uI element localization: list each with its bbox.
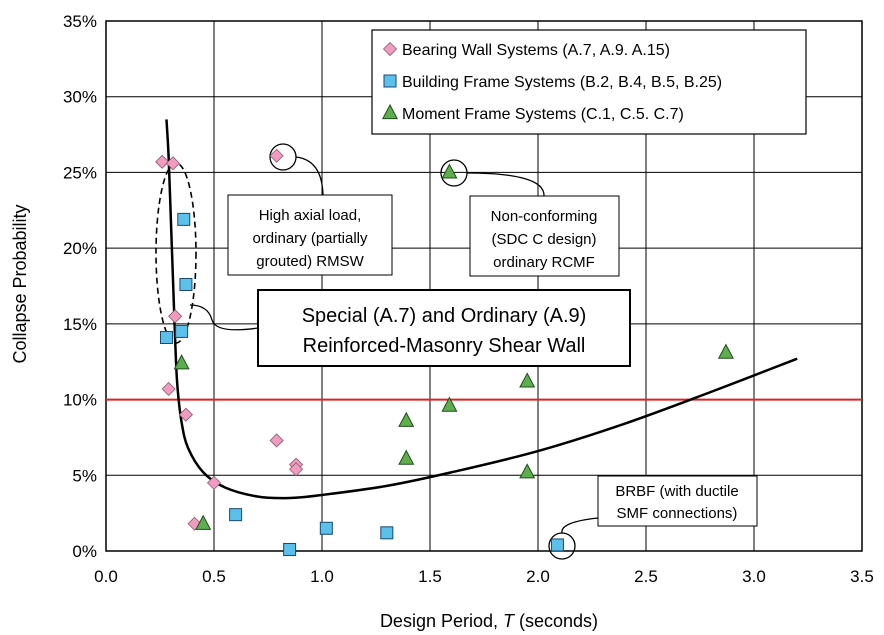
diamond-point: [168, 309, 183, 324]
x-axis-title: Design Period, T (seconds): [380, 611, 598, 631]
legend-label: Building Frame Systems (B.2, B.4, B.5, B…: [402, 74, 722, 91]
fitted-collapse-curve: [165, 119, 798, 500]
square-point: [177, 212, 191, 226]
annotation-box-nonconforming: [469, 195, 620, 277]
y-tick-label: 30%: [63, 88, 97, 107]
annotation-high-axial-line2: ordinary (partially: [252, 230, 368, 247]
axis-ticks: 0.0 0.5 1.0 1.5 2.0 2.5 3.0 3.5 0% 5% 10% 15% 20% 25%…: [63, 12, 874, 586]
y-tick-label: 10%: [63, 391, 97, 410]
annotation-brbf-line2: SMF connections): [617, 505, 738, 522]
legend: Bearing Wall Systems (A.7, A.9. A.15) Bui…: [381, 41, 722, 123]
leader-line-brbf: [561, 517, 599, 534]
x-tick-label: 0.0: [94, 567, 118, 586]
x-tick-label: 3.0: [742, 567, 766, 586]
triangle-point: [195, 514, 212, 530]
x-tick-label: 1.5: [418, 567, 442, 586]
triangle-point: [519, 463, 536, 479]
legend-box: [371, 29, 807, 135]
data-points: [155, 148, 734, 556]
annotation-high-axial-line1: High axial load,: [259, 207, 362, 224]
triangle-point: [441, 163, 458, 179]
diamond-point: [289, 462, 304, 477]
annotation-box-rmsw: [257, 289, 631, 367]
annotation-rmsw-line2: Reinforced-Masonry Shear Wall: [303, 335, 586, 357]
diamond-point: [269, 148, 284, 163]
diamond-point: [165, 156, 181, 171]
y-tick-label: 25%: [63, 163, 97, 182]
square-point: [550, 538, 564, 552]
annotation-rmsw-line1: Special (A.7) and Ordinary (A.9): [302, 305, 587, 327]
triangle-point: [398, 411, 415, 427]
y-axis-title: Collapse Probability: [10, 204, 30, 363]
y-tick-label: 15%: [63, 315, 97, 334]
x-tick-label: 1.0: [310, 567, 334, 586]
square-point: [229, 508, 243, 522]
annotation-box-brbf: [597, 475, 758, 527]
plot-area: [105, 20, 863, 552]
annotation-nonconforming-line1: Non-conforming: [491, 208, 598, 225]
square-point: [159, 330, 173, 344]
legend-triangle-marker: [381, 103, 399, 120]
annotation-nonconforming-line2: (SDC C design): [491, 231, 596, 248]
square-point: [175, 324, 189, 338]
y-tick-label: 35%: [63, 12, 97, 31]
annotation-nonconforming-line3: ordinary RCMF: [493, 254, 595, 271]
x-tick-label: 2.5: [634, 567, 658, 586]
triangle-point: [441, 396, 458, 412]
triangle-point: [173, 354, 190, 370]
triangle-point: [398, 449, 415, 465]
square-point: [319, 521, 333, 535]
square-point: [179, 277, 193, 291]
x-tick-label: 2.0: [526, 567, 550, 586]
diamond-point: [206, 475, 222, 490]
x-tick-label: 3.5: [850, 567, 874, 586]
diamond-point: [178, 407, 193, 422]
legend-diamond-marker: [382, 41, 398, 57]
diamond-point: [161, 381, 176, 397]
annotation-high-axial-line3: grouted) RMSW: [256, 253, 364, 270]
legend-square-marker: [383, 74, 397, 88]
triangle-point: [519, 372, 536, 388]
annotation-box-high-axial: [227, 194, 393, 276]
annotation-brbf-line1: BRBF (with ductile: [615, 483, 738, 500]
triangle-point: [717, 343, 734, 359]
square-point: [283, 542, 297, 556]
diamond-point: [269, 433, 284, 448]
leader-line-nonconforming: [466, 172, 545, 197]
leader-line-rmsw: [189, 304, 259, 331]
legend-label: Bearing Wall Systems (A.7, A.9. A.15): [402, 42, 670, 59]
diamond-point: [155, 154, 170, 169]
leader-line-high-axial: [295, 156, 324, 196]
square-point: [380, 526, 394, 540]
legend-label: Moment Frame Systems (C.1, C.5. C.7): [402, 106, 684, 123]
y-tick-label: 5%: [72, 466, 97, 485]
x-tick-label: 0.5: [202, 567, 226, 586]
y-tick-label: 20%: [63, 239, 97, 258]
y-tick-label: 0%: [72, 542, 97, 561]
